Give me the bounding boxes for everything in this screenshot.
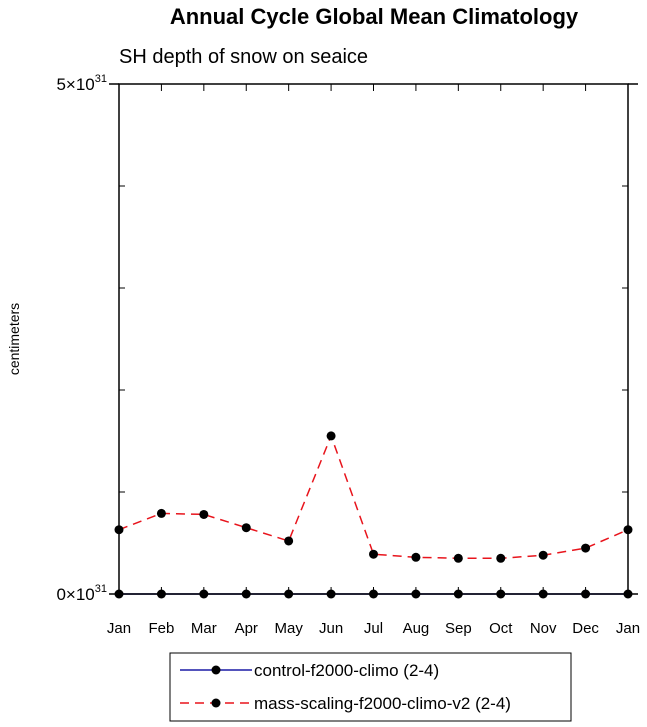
legend: control-f2000-climo (2-4) mass-scaling-f2… <box>169 652 572 722</box>
legend-label: control-f2000-climo (2-4) <box>254 661 439 680</box>
series-layer <box>114 431 633 599</box>
legend-label: mass-scaling-f2000-climo-v2 (2-4) <box>254 694 511 713</box>
data-point <box>284 536 294 546</box>
chart-subtitle: SH depth of snow on seaice <box>119 46 368 68</box>
x-tick-label: Jun <box>319 620 343 637</box>
x-tick-label: Dec <box>572 620 599 637</box>
data-point <box>411 552 421 562</box>
legend-marker <box>211 665 221 675</box>
x-tick-label: Nov <box>530 620 557 637</box>
plot-frame <box>118 83 629 595</box>
y-tick-label: 0×1031 <box>56 583 107 604</box>
x-tick-label: Jan <box>107 620 131 637</box>
y-tick-label: 5×1031 <box>56 73 107 94</box>
x-tick-label: Aug <box>403 620 430 637</box>
x-tick-label: Jul <box>364 620 383 637</box>
x-tick-label: Feb <box>148 620 174 637</box>
x-tick-label: Jan <box>616 620 640 637</box>
x-tick-label: Apr <box>235 620 258 637</box>
data-point <box>538 550 548 560</box>
data-point <box>369 549 378 559</box>
data-point <box>156 508 166 518</box>
data-point <box>453 553 463 563</box>
chart-title: Annual Cycle Global Mean Climatology <box>170 4 579 29</box>
data-point <box>326 431 336 441</box>
x-tick-label: Sep <box>445 620 472 637</box>
y-tick-labels: 0×1031 5×1031 <box>56 73 107 604</box>
x-tick-label: Oct <box>489 620 513 637</box>
x-tick-label: Mar <box>191 620 217 637</box>
y-axis-label: centimeters <box>6 303 22 375</box>
data-point <box>496 553 506 563</box>
x-tick-labels: Jan Feb Mar Apr May Jun Jul Aug Sep Oct Nov Dec Jan <box>107 620 640 637</box>
x-tick-label: May <box>274 620 303 637</box>
series-line <box>118 433 629 560</box>
legend-marker <box>211 698 221 708</box>
axis-ticks <box>109 83 638 595</box>
data-point <box>581 543 591 553</box>
data-point <box>199 509 209 519</box>
legend-box <box>169 652 572 722</box>
legend-entries: control-f2000-climo (2-4) mass-scaling-f2… <box>180 661 511 713</box>
data-point <box>241 523 251 533</box>
